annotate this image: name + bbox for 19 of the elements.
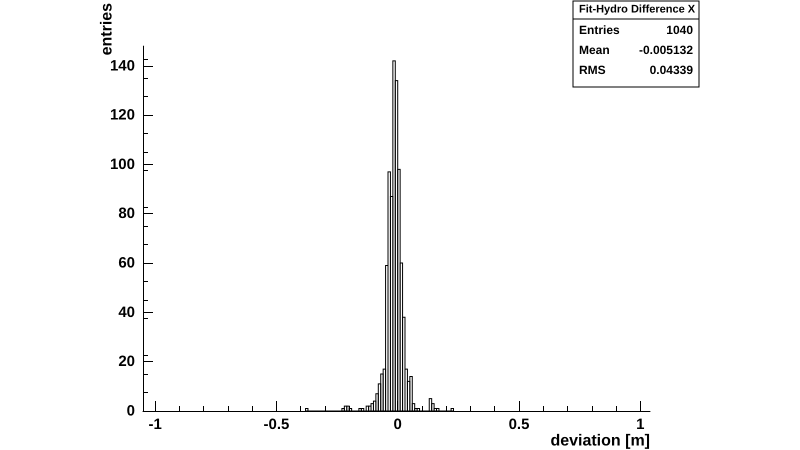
y-tick-label: 100	[110, 156, 135, 173]
y-tick-label: 40	[118, 304, 135, 321]
y-tick-label: 0	[126, 402, 135, 420]
text: RMS 0.04339	[579, 63, 694, 77]
y-tick-label: 60	[118, 254, 135, 272]
chart-title: Fit-Hydro Difference X	[579, 4, 696, 16]
x-tick-label: 1	[636, 416, 644, 433]
y-tick-label: 20	[118, 353, 135, 370]
x-tick-label: -1	[148, 416, 162, 433]
text: Mean -0.005132	[579, 43, 693, 57]
x-axis-title: deviation [m]	[550, 432, 650, 450]
y-tick-label: 140	[110, 57, 135, 74]
y-tick-label: 120	[110, 106, 135, 124]
x-tick-label: -0.5	[263, 416, 290, 433]
x-tick-label: 0	[394, 416, 402, 433]
text: Entries 1040	[579, 23, 694, 37]
y-axis-title: entries	[98, 2, 116, 56]
y-tick-label: 80	[118, 205, 135, 222]
x-tick-label: 0.5	[508, 416, 530, 433]
